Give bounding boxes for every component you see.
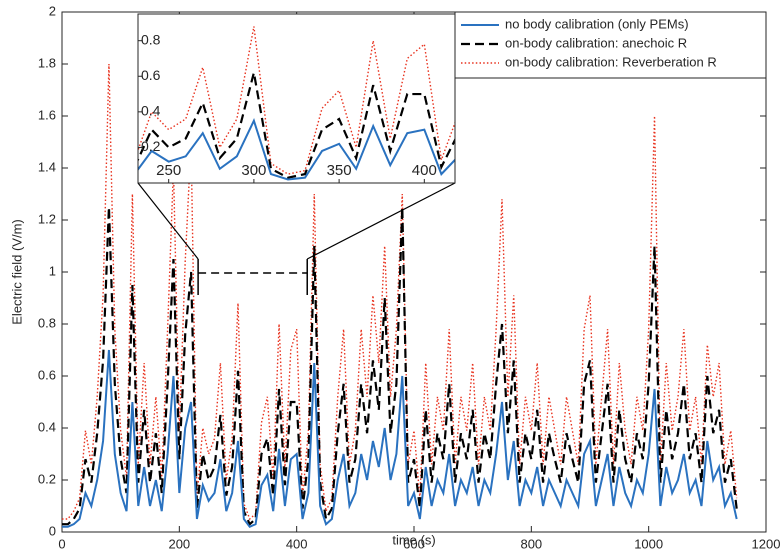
y-tick-label: 1.6 xyxy=(38,107,56,122)
y-tick-label: 0.8 xyxy=(38,315,56,330)
legend-box xyxy=(454,11,767,79)
x-tick-label: 200 xyxy=(168,536,190,550)
inset-x-tick-label: 300 xyxy=(241,162,266,179)
series-line xyxy=(62,349,738,529)
zoom-connector xyxy=(137,182,199,260)
inset-x-tick-label: 400 xyxy=(412,162,437,179)
legend-label: on-body calibration: Reverberation R xyxy=(505,54,717,69)
inset-y-tick-label: 0.4 xyxy=(141,103,161,119)
y-tick-label: 0 xyxy=(49,523,56,538)
inset-y-tick-label: 0.8 xyxy=(141,31,161,47)
inset-lines xyxy=(138,26,455,181)
inset-x-tick-label: 250 xyxy=(156,162,181,179)
y-tick-label: 0.6 xyxy=(38,367,56,382)
y-tick-label: 0.4 xyxy=(38,419,56,434)
inset-frame xyxy=(137,13,456,184)
plot-lines xyxy=(62,63,738,529)
series-line xyxy=(138,26,455,175)
x-tick-label: 1200 xyxy=(752,536,781,550)
inset-y-tick-label: 0.6 xyxy=(141,67,161,83)
zoom-connector xyxy=(306,182,456,260)
y-tick-label: 1.2 xyxy=(38,211,56,226)
y-tick-label: 1 xyxy=(49,263,56,278)
legend-label: no body calibration (only PEMs) xyxy=(505,16,689,31)
y-tick-label: 1.4 xyxy=(38,159,56,174)
series-line xyxy=(62,63,738,521)
x-tick-label: 1000 xyxy=(634,536,663,550)
y-tick-label: 0.2 xyxy=(38,471,56,486)
x-tick-label: 0 xyxy=(58,536,65,550)
inset-y-tick-label: 0.2 xyxy=(141,138,161,154)
y-tick-label: 1.8 xyxy=(38,55,56,70)
series-line xyxy=(138,72,455,179)
inset-x-tick-label: 350 xyxy=(327,162,352,179)
x-tick-label: 400 xyxy=(286,536,308,550)
series-line xyxy=(138,118,455,181)
x-axis-label: time (s) xyxy=(392,532,435,547)
x-tick-label: 800 xyxy=(520,536,542,550)
inset-background xyxy=(138,14,455,183)
series-line xyxy=(62,206,738,527)
y-axis-label: Electric field (V/m) xyxy=(9,219,24,324)
x-tick-label: 600 xyxy=(403,536,425,550)
legend-label: on-body calibration: anechoic R xyxy=(505,35,687,50)
y-tick-label: 2 xyxy=(49,3,56,18)
